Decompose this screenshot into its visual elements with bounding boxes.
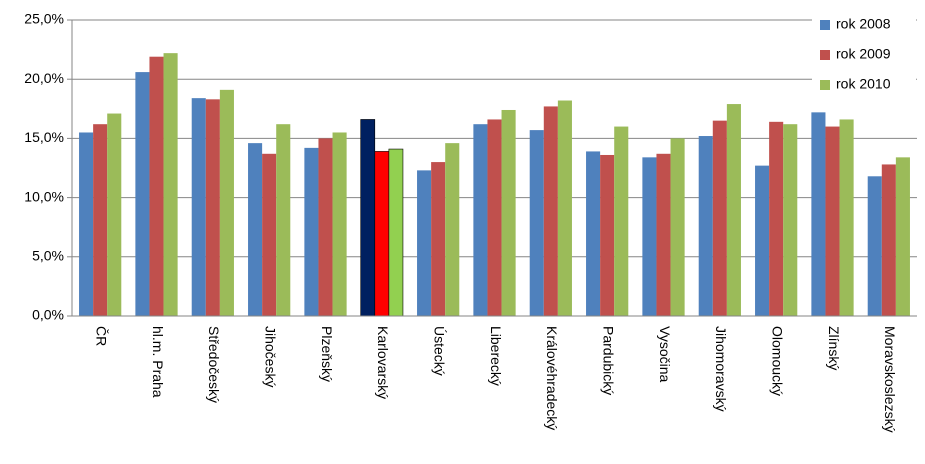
bar: [487, 119, 502, 317]
x-tick-label: Jihočeský: [262, 326, 278, 387]
bar: [417, 170, 432, 316]
bar: [656, 153, 671, 316]
bar: [473, 124, 488, 316]
bar: [529, 130, 544, 316]
y-tick-label: 5,0%: [32, 248, 64, 264]
bar: [839, 119, 854, 317]
bar: [698, 136, 713, 316]
bar: [191, 98, 206, 316]
bar: [825, 126, 840, 316]
x-tick-label: Královéhradecký: [544, 326, 560, 430]
y-tick-label: 0,0%: [32, 307, 64, 323]
y-tick-label: 20,0%: [24, 70, 64, 86]
x-tick-label: Ústecký: [431, 326, 447, 376]
bar: [614, 126, 629, 316]
legend-swatch: [820, 20, 830, 30]
bar: [712, 120, 727, 316]
bar: [769, 121, 784, 316]
y-tick-label: 10,0%: [24, 188, 64, 204]
bar: [304, 147, 319, 316]
bar: [895, 157, 910, 316]
bar: [586, 151, 601, 316]
bar: [318, 138, 333, 316]
bar: [248, 143, 263, 316]
y-tick-label: 25,0%: [24, 11, 64, 27]
bar: [388, 148, 404, 317]
bar: [726, 104, 741, 317]
bar: [149, 56, 164, 316]
bar: [107, 113, 122, 316]
legend-swatch: [820, 80, 830, 90]
y-tick-label: 15,0%: [24, 129, 64, 145]
legend-label: rok 2009: [836, 46, 891, 62]
legend-swatch: [820, 50, 830, 60]
bar: [811, 112, 826, 317]
bar: [783, 124, 798, 316]
bar: [163, 53, 178, 316]
x-tick-label: Karlovarský: [375, 326, 391, 399]
x-tick-label: Zlínský: [826, 326, 842, 370]
bar: [219, 89, 234, 316]
x-tick-label: Jihomoravský: [713, 326, 729, 412]
x-tick-label: ČR: [93, 326, 109, 346]
x-tick-label: Plzeňský: [319, 326, 335, 382]
bar: [276, 124, 291, 316]
bar: [600, 154, 615, 316]
bar: [431, 162, 446, 316]
bar: [135, 72, 150, 316]
bar: [332, 132, 347, 316]
bar: [79, 132, 94, 316]
bar: [670, 138, 685, 316]
bar: [501, 109, 516, 316]
bar: [374, 151, 390, 317]
bar: [360, 119, 376, 317]
x-tick-label: Liberecký: [488, 326, 504, 386]
x-tick-label: Moravskoslezský: [882, 326, 898, 433]
x-tick-label: Pardubický: [600, 326, 616, 395]
x-tick-label: Středočeský: [206, 326, 222, 403]
bar: [93, 124, 108, 316]
x-tick-label: Vysočina: [657, 326, 673, 383]
x-tick-label: hl.m. Praha: [150, 326, 166, 398]
bar: [445, 143, 460, 316]
bar: [543, 106, 558, 316]
bar: [881, 164, 896, 316]
bar: [755, 165, 770, 316]
bar: [557, 100, 572, 317]
bar: [205, 99, 220, 316]
x-tick-label: Olomoucký: [769, 326, 785, 396]
legend-label: rok 2010: [836, 76, 891, 92]
bar: [642, 157, 657, 316]
bar: [262, 153, 277, 316]
legend-label: rok 2008: [836, 16, 891, 32]
bar: [867, 176, 882, 316]
